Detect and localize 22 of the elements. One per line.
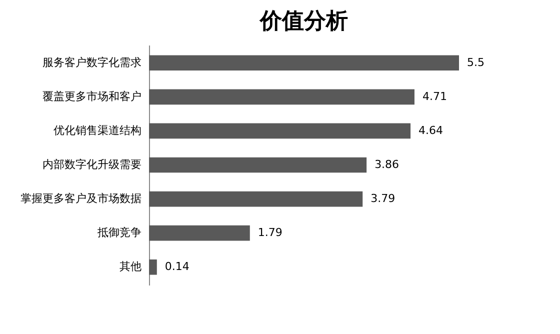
y-tick-label: 服务客户数字化需求 bbox=[42, 56, 142, 69]
data-label: 4.64 bbox=[418, 124, 444, 137]
y-tick-label: 覆盖更多市场和客户 bbox=[42, 90, 142, 103]
y-tick-label: 优化销售渠道结构 bbox=[54, 124, 142, 137]
bar bbox=[149, 123, 411, 139]
y-tick-label: 内部数字化升级需要 bbox=[42, 158, 142, 171]
data-label: 3.86 bbox=[374, 158, 400, 171]
data-label: 0.14 bbox=[164, 260, 190, 274]
y-tick-label: 抵御竞争 bbox=[96, 226, 142, 240]
y-tick-label: 掌握更多客户及市场数据 bbox=[20, 192, 142, 206]
data-label: 5.5 bbox=[467, 56, 484, 69]
bar bbox=[149, 89, 414, 105]
bar bbox=[149, 191, 363, 207]
bar bbox=[149, 259, 157, 275]
bar bbox=[149, 157, 367, 173]
data-label: 4.71 bbox=[422, 90, 447, 103]
bar bbox=[149, 225, 250, 241]
data-label: 1.79 bbox=[258, 226, 282, 240]
bar bbox=[149, 55, 459, 71]
y-tick-label: 其他 bbox=[120, 260, 142, 274]
chart-title: 价值分析 bbox=[259, 8, 348, 34]
data-label: 3.79 bbox=[370, 192, 396, 206]
